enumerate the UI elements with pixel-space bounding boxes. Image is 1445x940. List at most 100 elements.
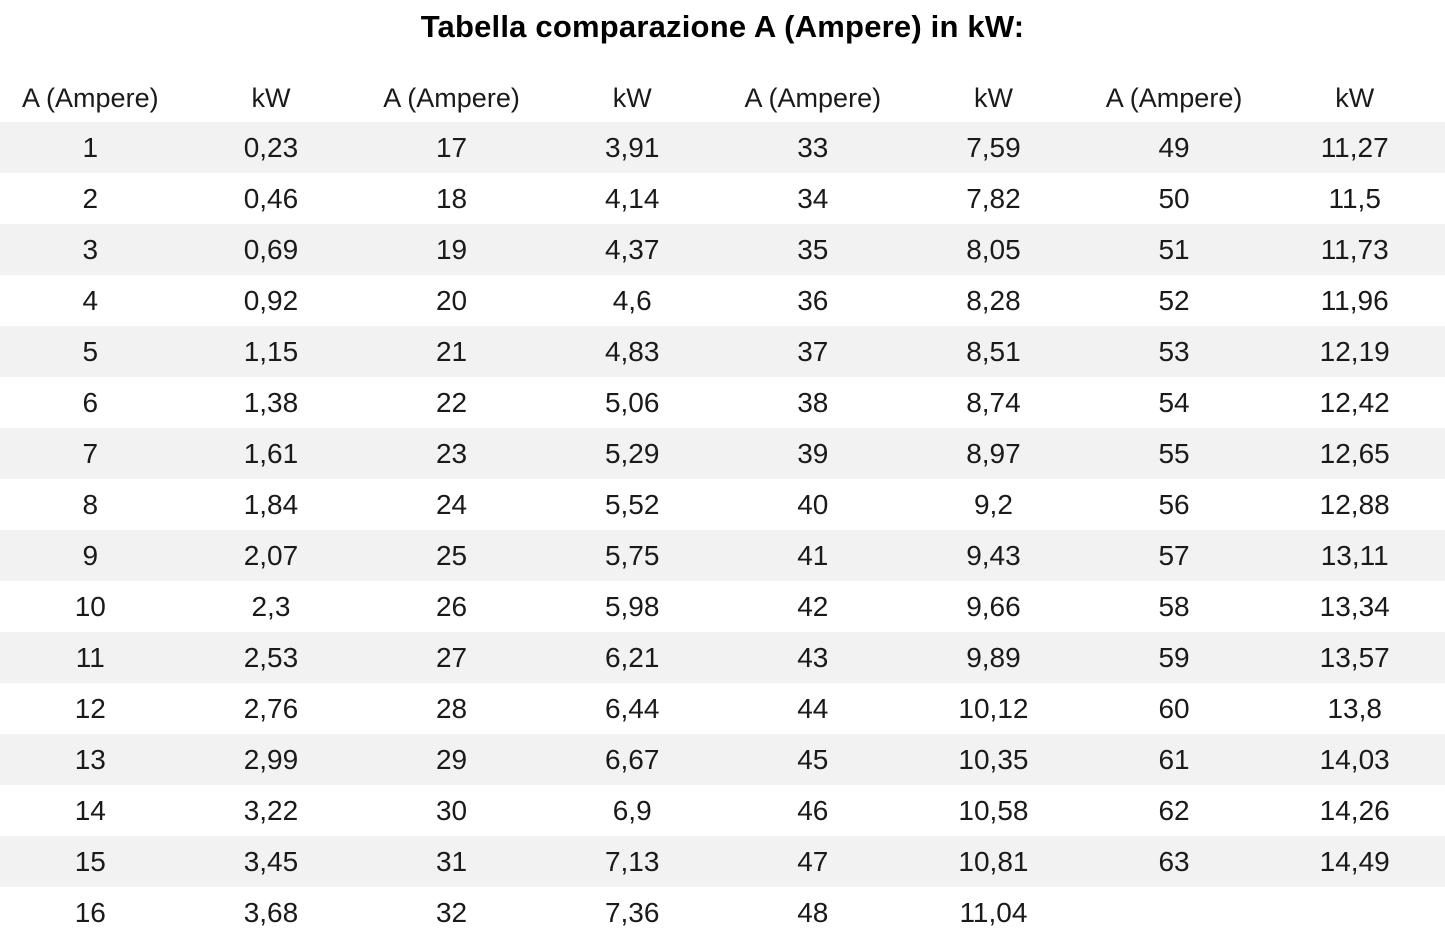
table-cell: 58 <box>1158 590 1190 622</box>
table-cell: 10,12 <box>958 692 1029 724</box>
table-cell: 12,88 <box>1319 488 1390 520</box>
table-row: 8 1,84 24 5,52 40 9,2 56 12,88 <box>0 479 1445 530</box>
column-header: A (Ampere) <box>361 75 542 122</box>
table-cell: 34 <box>797 182 829 214</box>
table-cell: 4,37 <box>604 233 660 265</box>
table-cell: 10,35 <box>958 743 1029 775</box>
table-row: 15 3,45 31 7,13 47 10,81 63 14,49 <box>0 836 1445 887</box>
table-cell: 1,61 <box>243 437 299 469</box>
table-cell: 2,76 <box>243 692 299 724</box>
table-cell: 62 <box>1158 794 1190 826</box>
table-cell: 54 <box>1158 386 1190 418</box>
column-header: kW <box>541 75 723 122</box>
table-cell: 25 <box>435 539 468 571</box>
table-cell: 7,13 <box>604 845 660 877</box>
table-cell: 11 <box>75 641 105 673</box>
table-cell: 4,83 <box>604 335 660 367</box>
table-cell: 5,52 <box>604 488 660 520</box>
table-cell: 3,68 <box>243 896 299 928</box>
table-cell: 2,99 <box>243 743 299 775</box>
table-cell: 14,49 <box>1319 845 1390 877</box>
table-cell: 3 <box>82 233 99 265</box>
table-row: 6 1,38 22 5,06 38 8,74 54 12,42 <box>0 377 1445 428</box>
table-cell: 7,82 <box>966 182 1021 214</box>
table-cell: 57 <box>1158 539 1190 571</box>
table-row: 3 0,69 19 4,37 35 8,05 51 11,73 <box>0 224 1445 275</box>
table-cell: 1,38 <box>243 386 299 418</box>
table-cell: 8,51 <box>966 335 1021 367</box>
table-cell: 3,22 <box>243 794 299 826</box>
table-cell: 52 <box>1158 284 1190 316</box>
table-cell: 2 <box>82 182 99 214</box>
table-cell: 1,15 <box>243 335 299 367</box>
table-cell: 5,75 <box>604 539 660 571</box>
table-cell: 13 <box>74 743 106 775</box>
table-row: 10 2,3 26 5,98 42 9,66 58 13,34 <box>0 581 1445 632</box>
table-cell: 20 <box>435 284 468 316</box>
table-cell: 7,59 <box>966 131 1021 163</box>
table-header-row: A (Ampere) kW A (Ampere) kW A (Ampere) kW A (A… <box>0 75 1445 122</box>
table-cell: 28 <box>435 692 468 724</box>
table-cell: 24 <box>435 488 468 520</box>
column-header: kW <box>903 75 1084 122</box>
table-cell: 5,98 <box>604 590 660 622</box>
table-cell: 30 <box>435 794 468 826</box>
column-header: A (Ampere) <box>722 75 904 122</box>
table-cell: 11,5 <box>1328 182 1381 214</box>
table-cell: 11,96 <box>1320 284 1389 316</box>
table-cell: 9,43 <box>966 539 1021 571</box>
table-cell: 47 <box>797 845 829 877</box>
table-cell: 5 <box>82 335 99 367</box>
table-cell: 51 <box>1158 233 1190 265</box>
table-cell: 1,84 <box>243 488 299 520</box>
table-cell: 59 <box>1158 641 1190 673</box>
table-row: 16 3,68 32 7,36 48 11,04 <box>0 887 1445 938</box>
table-cell: 8,05 <box>966 233 1021 265</box>
table-cell: 31 <box>435 845 468 877</box>
table-cell: 3,45 <box>243 845 299 877</box>
table-cell: 60 <box>1158 692 1190 724</box>
table-row: 11 2,53 27 6,21 43 9,89 59 13,57 <box>0 632 1445 683</box>
table-cell: 12,19 <box>1319 335 1390 367</box>
table-cell: 9,2 <box>973 488 1013 520</box>
table-cell: 49 <box>1158 131 1190 163</box>
column-header: kW <box>1264 75 1445 122</box>
table-cell: 14,26 <box>1319 794 1390 826</box>
table-cell: 48 <box>797 896 829 928</box>
table-cell: 9 <box>82 539 99 571</box>
table-cell: 10,81 <box>958 845 1029 877</box>
table-cell: 0,69 <box>243 233 299 265</box>
table-cell: 12,65 <box>1319 437 1390 469</box>
table-cell: 14,03 <box>1319 743 1390 775</box>
table-cell: 19 <box>435 233 468 265</box>
table-cell: 42 <box>797 590 829 622</box>
table-cell: 2,3 <box>251 590 291 622</box>
table-cell: 26 <box>435 590 468 622</box>
column-header: A (Ampere) <box>0 75 181 122</box>
table-cell: 11,27 <box>1320 131 1389 163</box>
table-cell: 9,89 <box>966 641 1021 673</box>
table-cell: 15 <box>74 845 106 877</box>
table-cell: 7 <box>82 437 99 469</box>
table-row: 1 0,23 17 3,91 33 7,59 49 11,27 <box>0 122 1445 173</box>
table-cell: 17 <box>435 131 468 163</box>
table-cell: 6 <box>82 386 99 418</box>
table-row: 2 0,46 18 4,14 34 7,82 50 11,5 <box>0 173 1445 224</box>
table-cell: 8 <box>82 488 99 520</box>
column-header: kW <box>180 75 362 122</box>
table-cell: 6,9 <box>612 794 652 826</box>
table-cell: 13,57 <box>1319 641 1390 673</box>
table-cell: 4,14 <box>604 182 660 214</box>
table-cell: 45 <box>797 743 829 775</box>
table-cell: 33 <box>797 131 829 163</box>
column-header: A (Ampere) <box>1083 75 1265 122</box>
table-cell: 12 <box>74 692 106 724</box>
table-cell: 4 <box>82 284 99 316</box>
table-cell: 1 <box>82 131 99 163</box>
table-cell: 18 <box>435 182 468 214</box>
table-cell: 63 <box>1158 845 1190 877</box>
table-cell: 8,97 <box>966 437 1021 469</box>
table-cell: 29 <box>435 743 468 775</box>
page-title: Tabella comparazione A (Ampere) in kW: <box>420 9 1025 44</box>
table-row: 5 1,15 21 4,83 37 8,51 53 12,19 <box>0 326 1445 377</box>
